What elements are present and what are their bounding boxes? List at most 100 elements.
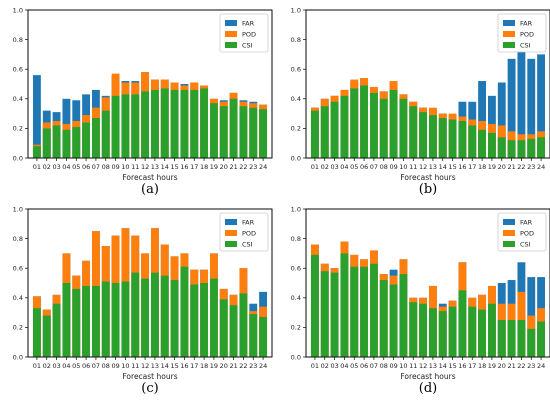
- y-tick-label: 1.0: [13, 6, 23, 14]
- bar-csi-11: [131, 272, 140, 357]
- bar-csi-04: [340, 95, 349, 158]
- legend-swatch-pod: [503, 31, 515, 37]
- x-tick-label: 05: [350, 163, 358, 171]
- bar-csi-05: [72, 126, 81, 158]
- legend-swatch-csi: [225, 42, 237, 48]
- bar-csi-03: [52, 303, 61, 357]
- bar-csi-09: [111, 283, 120, 357]
- x-tick-label: 04: [340, 362, 348, 370]
- bar-csi-22: [517, 140, 526, 158]
- plot-frame-top: [305, 9, 550, 159]
- x-tick-label: 07: [370, 163, 378, 171]
- bar-csi-23: [249, 107, 258, 158]
- x-tick-label: 22: [239, 163, 247, 171]
- x-tick-label: 14: [439, 163, 447, 171]
- bar-csi-12: [141, 278, 150, 357]
- legend-label-csi: CSI: [242, 241, 253, 249]
- legend-label-csi: CSI: [520, 241, 531, 249]
- legend-label-pod: POD: [520, 230, 534, 238]
- x-axis-label: Forecast hours: [400, 173, 455, 182]
- bar-far-23: [527, 58, 536, 159]
- bar-csi-24: [259, 317, 268, 357]
- x-tick-label: 11: [131, 362, 139, 370]
- bar-csi-14: [160, 88, 169, 158]
- panel-label: (c): [141, 381, 158, 396]
- x-tick-label: 06: [82, 163, 90, 171]
- bar-csi-19: [487, 132, 496, 158]
- bar-csi-03: [52, 125, 61, 158]
- legend-swatch-csi: [503, 42, 515, 48]
- x-tick-label: 21: [507, 163, 515, 171]
- legend-label-pod: POD: [520, 31, 534, 39]
- bar-csi-03: [330, 272, 339, 357]
- x-tick-label: 10: [121, 362, 129, 370]
- bar-csi-04: [340, 253, 349, 357]
- x-tick-label: 24: [537, 362, 545, 370]
- x-tick-label: 05: [72, 163, 80, 171]
- bar-csi-04: [62, 283, 71, 357]
- bar-csi-19: [209, 103, 218, 158]
- bar-csi-16: [458, 290, 467, 357]
- x-tick-label: 03: [330, 362, 338, 370]
- bar-csi-11: [409, 302, 418, 357]
- x-tick-label: 12: [141, 163, 149, 171]
- x-tick-label: 13: [429, 362, 437, 370]
- bar-csi-10: [121, 94, 130, 158]
- x-tick-label: 22: [239, 362, 247, 370]
- bar-csi-15: [170, 280, 179, 357]
- bar-csi-19: [487, 303, 496, 357]
- bar-csi-10: [399, 98, 408, 158]
- bar-far-20: [497, 82, 506, 158]
- bar-csi-01: [32, 146, 41, 158]
- x-tick-label: 19: [210, 163, 218, 171]
- legend-swatch-far: [503, 219, 515, 225]
- x-tick-label: 07: [370, 362, 378, 370]
- chart-panel-c: 0.0 0.2 0.4 0.6 0.8 1.0 01 02 03 04 05 06 07 08 09 10 11…: [13, 205, 273, 396]
- legend-swatch-far: [225, 219, 237, 225]
- bar-csi-20: [497, 137, 506, 158]
- bar-csi-16: [180, 89, 189, 158]
- x-tick-label: 23: [249, 163, 257, 171]
- x-tick-label: 09: [389, 362, 397, 370]
- x-tick-label: 15: [448, 362, 456, 370]
- y-tick-label: 0.4: [291, 95, 301, 103]
- x-tick-label: 09: [389, 163, 397, 171]
- bar-csi-07: [91, 285, 100, 357]
- bar-csi-18: [478, 309, 487, 357]
- x-tick-label: 19: [210, 362, 218, 370]
- x-tick-label: 24: [259, 163, 267, 171]
- bar-csi-21: [229, 305, 238, 357]
- bar-csi-23: [249, 314, 258, 357]
- legend-label-pod: POD: [242, 31, 256, 39]
- bar-csi-14: [160, 275, 169, 357]
- x-axis-label: Forecast hours: [122, 372, 177, 381]
- x-tick-label: 21: [507, 362, 515, 370]
- bar-far-22: [517, 51, 526, 158]
- bar-csi-17: [190, 284, 199, 357]
- x-tick-label: 21: [229, 163, 237, 171]
- y-tick-label: 0.2: [291, 125, 301, 133]
- bar-csi-07: [369, 263, 378, 357]
- x-tick-label: 06: [360, 362, 368, 370]
- y-tick-label: 0.8: [291, 235, 301, 243]
- bar-csi-08: [379, 280, 388, 357]
- bar-csi-16: [458, 121, 467, 158]
- x-tick-label: 18: [478, 163, 486, 171]
- bar-far-18: [478, 81, 487, 158]
- y-tick-label: 0.6: [13, 66, 23, 74]
- bar-csi-12: [419, 303, 428, 357]
- x-tick-label: 14: [161, 362, 169, 370]
- x-tick-label: 20: [220, 163, 228, 171]
- x-tick-label: 05: [350, 362, 358, 370]
- x-tick-label: 19: [488, 362, 496, 370]
- bar-csi-06: [360, 85, 369, 158]
- bar-csi-08: [101, 110, 110, 158]
- bar-csi-06: [82, 285, 91, 357]
- bar-csi-13: [150, 272, 159, 357]
- y-tick-label: 0.0: [13, 154, 23, 162]
- bar-csi-10: [399, 274, 408, 357]
- bar-csi-12: [419, 112, 428, 158]
- y-tick-label: 0.0: [291, 353, 301, 361]
- bar-csi-08: [101, 281, 110, 357]
- bar-csi-15: [448, 306, 457, 357]
